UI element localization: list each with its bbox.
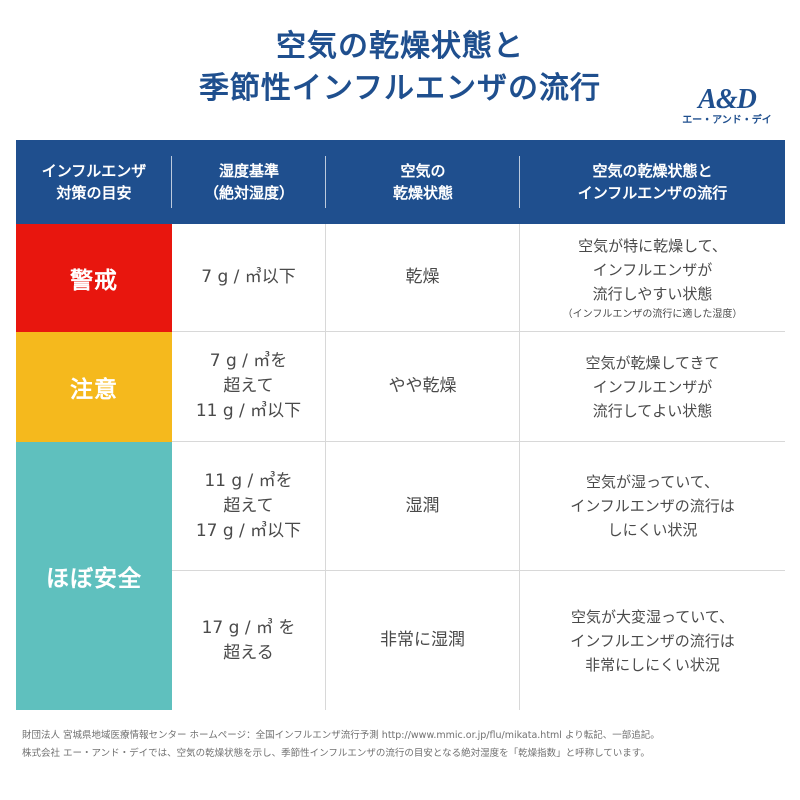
footnote: 財団法人 宮城県地域医療情報センター ホームページ：全国インフルエンザ流行予測 … xyxy=(22,727,782,763)
description-line: 流行しやすい状態 xyxy=(592,284,713,303)
description-line: インフルエンザが xyxy=(592,377,713,396)
footnote-source: 財団法人 宮城県地域医療情報センター ホームページ：全国インフルエンザ流行予測 … xyxy=(22,730,660,741)
humidity-text: 7 g / ㎥以下 xyxy=(201,267,296,287)
header-guideline-line2: 対策の目安 xyxy=(56,184,132,202)
state-cell: やや乾燥 xyxy=(326,332,520,442)
title-line-2: 季節性インフルエンザの流行 xyxy=(198,71,602,106)
humidity-cell: 17 g / ㎥ を 超える xyxy=(172,571,326,710)
description-cell: 空気が特に乾燥して、 インフルエンザが 流行しやすい状態 （インフルエンザの流行… xyxy=(520,224,785,332)
humidity-text: 17 g / ㎥以下 xyxy=(195,520,302,541)
header-guideline-line1: インフルエンザ xyxy=(41,162,147,180)
description-line: 空気が乾燥してきて xyxy=(585,353,720,372)
level-safe: ほぼ安全 xyxy=(16,442,172,710)
description-note: （インフルエンザの流行に適した湿度） xyxy=(562,308,743,320)
humidity-text: 超えて xyxy=(223,495,274,516)
humidity-cell: 7 g / ㎥を 超えて 11 g / ㎥以下 xyxy=(172,332,326,442)
header-description: 空気の乾燥状態と インフルエンザの流行 xyxy=(520,140,785,224)
description-line: 非常にしにくい状況 xyxy=(585,655,720,674)
header-humidity-line1: 湿度基準 xyxy=(218,162,279,180)
state-cell: 乾燥 xyxy=(326,224,520,332)
description-cell: 空気が大変湿っていて、 インフルエンザの流行は 非常にしにくい状況 xyxy=(520,571,785,710)
header-description-line2: インフルエンザの流行 xyxy=(577,184,728,202)
level-caution: 注意 xyxy=(16,332,172,442)
humidity-influenza-table: インフルエンザ 対策の目安 湿度基準 （絶対湿度） 空気の乾燥状態 空気の乾燥状態と… xyxy=(16,140,785,710)
description-line: インフルエンザの流行は xyxy=(570,631,735,650)
description-line: 空気が湿っていて、 xyxy=(585,473,720,491)
description-line: 空気が大変湿っていて、 xyxy=(570,607,735,626)
description-line: 流行してよい状態 xyxy=(592,401,713,420)
humidity-text: 11 g / ㎥以下 xyxy=(195,401,302,421)
level-warning: 警戒 xyxy=(16,224,172,332)
humidity-cell: 11 g / ㎥を 超えて 17 g / ㎥以下 xyxy=(172,442,326,571)
state-cell: 非常に湿潤 xyxy=(326,571,520,710)
header-humidity-line2: （絶対湿度） xyxy=(203,184,294,202)
humidity-text: 17 g / ㎥ を xyxy=(201,617,296,638)
humidity-text: 7 g / ㎥を xyxy=(209,351,288,371)
header-dryness-line1: 空気の xyxy=(400,162,446,180)
logo-mark: A&D xyxy=(698,84,757,115)
state-cell: 湿潤 xyxy=(326,442,520,571)
logo-subtitle: エー・アンド・デイ xyxy=(682,115,772,126)
description-line: 空気が特に乾燥して、 xyxy=(578,236,727,255)
title-line-1: 空気の乾燥状態と xyxy=(276,29,524,64)
header-humidity-standard: 湿度基準 （絶対湿度） xyxy=(172,140,326,224)
page-title: 空気の乾燥状態と 季節性インフルエンザの流行 xyxy=(0,26,800,110)
brand-logo: A&D エー・アンド・デイ xyxy=(682,86,772,127)
description-cell: 空気が湿っていて、 インフルエンザの流行は しにくい状況 xyxy=(520,442,785,571)
header-dryness-line2: 乾燥状態 xyxy=(392,184,453,202)
description-line: しにくい状況 xyxy=(607,521,698,539)
description-line: インフルエンザの流行は xyxy=(570,497,735,515)
header-dryness-state: 空気の 乾燥状態 xyxy=(326,140,520,224)
header-description-line1: 空気の乾燥状態と xyxy=(592,162,713,180)
humidity-text: 11 g / ㎥を xyxy=(204,470,293,491)
humidity-text: 超えて xyxy=(223,376,274,396)
humidity-text: 超える xyxy=(223,642,274,663)
description-line: インフルエンザが xyxy=(592,260,713,279)
humidity-cell: 7 g / ㎥以下 xyxy=(172,224,326,332)
header-guideline: インフルエンザ 対策の目安 xyxy=(16,140,172,224)
description-cell: 空気が乾燥してきて インフルエンザが 流行してよい状態 xyxy=(520,332,785,442)
footnote-definition: 株式会社 エー・アンド・デイでは、空気の乾燥状態を示し、季節性インフルエンザの流… xyxy=(22,748,650,759)
